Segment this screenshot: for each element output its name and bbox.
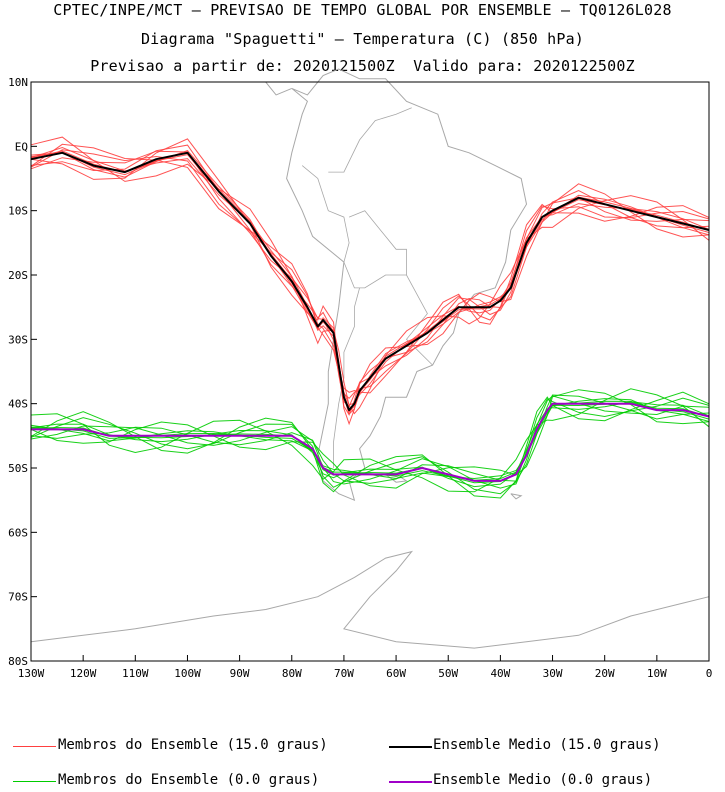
- x-tick-label-7: 60W: [386, 667, 406, 680]
- series-line-mean-3: [31, 402, 710, 482]
- series-line-member-2-4: [30, 402, 710, 484]
- series-line-member-2-8: [30, 388, 710, 493]
- x-tick-label-8: 50W: [438, 667, 458, 680]
- y-tick-label-6: 50S: [8, 462, 28, 475]
- y-tick-label-5: 40S: [8, 398, 28, 411]
- plot-axes: 130W 120W 110W 100W 90W 80W 70W 60W 50W 40W 30W 20W…: [8, 76, 712, 680]
- x-tick-label-3: 100W: [174, 667, 201, 680]
- series-line-member-0-8: [30, 136, 710, 415]
- x-tick-label-0: 130W: [18, 667, 45, 680]
- series-line-member-0-9: [30, 143, 710, 394]
- series-line-member-0-6: [30, 144, 710, 416]
- x-tick-label-9: 40W: [490, 667, 510, 680]
- legend-label-mean-0: Ensemble Medio (0.0 graus): [433, 772, 653, 788]
- x-tick-label-5: 80W: [282, 667, 302, 680]
- legend-swatch-members-15: [13, 746, 56, 747]
- x-tick-label-10: 30W: [543, 667, 563, 680]
- series-line-member-2-5: [30, 398, 710, 480]
- border-1: [348, 210, 407, 275]
- coastline-2: [30, 550, 710, 649]
- series-line-member-0-5: [30, 150, 710, 416]
- x-tick-label-13: 0: [706, 667, 713, 680]
- legend-label-members-15: Membros do Ensemble (15.0 graus): [58, 737, 328, 753]
- series-line-member-0-3: [30, 151, 710, 413]
- chart-title-line-1: CPTEC/INPE/MCT – PREVISAO DE TEMPO GLOBA…: [53, 1, 672, 19]
- series-line-member-0-0: [30, 138, 710, 426]
- series-line-member-2-0: [30, 389, 710, 489]
- x-tick-label-11: 20W: [595, 667, 615, 680]
- legend-swatch-mean-15: [389, 746, 432, 748]
- coastline-map: [30, 68, 710, 649]
- chart-title-line-2: Diagrama "Spaguetti" – Temperatura (C) (…: [140, 30, 585, 48]
- legend-swatch-mean-0: [389, 781, 432, 783]
- x-tick-label-4: 90W: [230, 667, 250, 680]
- coastline-4: [510, 493, 523, 500]
- ensemble-mean-layer: [30, 151, 710, 482]
- border-4: [301, 165, 350, 263]
- y-tick-label-3: 20S: [8, 269, 28, 282]
- spaghetti-chart: 130W 120W 110W 100W 90W 80W 70W 60W 50W 40W 30W 20W…: [8, 68, 712, 680]
- border-0: [343, 261, 433, 366]
- y-tick-label-8: 70S: [8, 591, 28, 604]
- legend-label-mean-15: Ensemble Medio (15.0 graus): [433, 737, 661, 753]
- series-line-member-2-6: [30, 394, 710, 484]
- series-line-member-2-2: [30, 401, 710, 488]
- series-line-member-0-2: [30, 146, 710, 406]
- y-tick-label-7: 60S: [8, 526, 28, 539]
- chart-title-line-3: Previsao a partir de: 2020121500Z Valido…: [90, 57, 635, 75]
- ensemble-members-layer: [30, 136, 710, 499]
- plot-frame: [30, 81, 710, 662]
- border-3: [333, 287, 360, 468]
- y-tick-label-9: 80S: [8, 655, 28, 668]
- legend-label-members-0: Membros do Ensemble (0.0 graus): [58, 772, 320, 788]
- y-tick-label-0: 10N: [8, 76, 28, 89]
- coastline-1: [239, 81, 292, 96]
- x-tick-label-6: 70W: [334, 667, 354, 680]
- y-tick-label-4: 30S: [8, 333, 28, 346]
- series-line-member-0-7: [30, 149, 710, 399]
- legend-swatch-members-0: [13, 781, 56, 782]
- series-line-member-2-9: [30, 391, 710, 499]
- x-tick-label-12: 10W: [647, 667, 667, 680]
- x-tick-label-2: 110W: [122, 667, 149, 680]
- y-tick-label-2: 10S: [8, 205, 28, 218]
- x-tick-label-1: 120W: [70, 667, 97, 680]
- coastline-0: [286, 68, 528, 502]
- series-line-member-0-1: [30, 150, 710, 408]
- series-line-member-2-3: [30, 400, 710, 481]
- border-2: [328, 107, 412, 173]
- y-tick-label-1: EQ: [15, 140, 28, 153]
- series-line-mean-1: [30, 151, 710, 412]
